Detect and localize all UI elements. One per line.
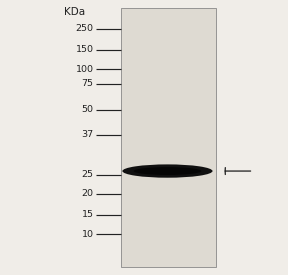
Ellipse shape — [122, 164, 213, 178]
Text: 25: 25 — [82, 170, 94, 179]
Text: 10: 10 — [82, 230, 94, 239]
Text: 250: 250 — [75, 24, 94, 33]
Text: 75: 75 — [82, 79, 94, 88]
Ellipse shape — [134, 167, 201, 175]
Bar — [121, 8, 216, 267]
Text: 100: 100 — [75, 65, 94, 74]
Text: 37: 37 — [82, 130, 94, 139]
Text: 150: 150 — [75, 45, 94, 54]
Text: KDa: KDa — [64, 7, 85, 17]
Text: 20: 20 — [82, 189, 94, 198]
Text: 50: 50 — [82, 106, 94, 114]
Text: 15: 15 — [82, 210, 94, 219]
